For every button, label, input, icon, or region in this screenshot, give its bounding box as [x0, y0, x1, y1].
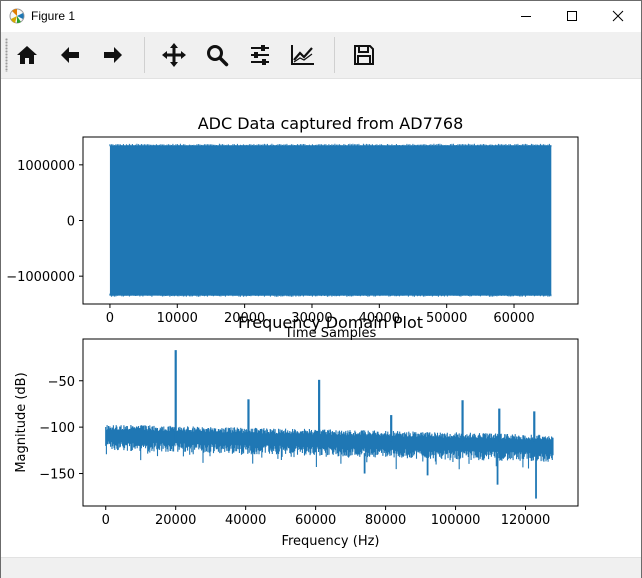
- subplots-icon: [251, 45, 269, 65]
- freq-x-axis-label: Frequency (Hz): [281, 534, 379, 549]
- forward-button[interactable]: [95, 37, 131, 73]
- time-x-tick-label: 50000: [426, 311, 467, 326]
- close-button[interactable]: [595, 1, 641, 31]
- minimize-button[interactable]: [503, 1, 549, 31]
- freq-y-tick-label: −50: [48, 375, 75, 390]
- freq-y-axis-label: Magnitude (dB): [14, 372, 29, 472]
- adc-signal-edge: [109, 143, 552, 297]
- zoom-button[interactable]: [199, 37, 235, 73]
- time-y-tick-label: 0: [67, 215, 75, 230]
- matplotlib-logo-icon: [9, 8, 25, 24]
- zoom-icon: [207, 45, 229, 67]
- home-button[interactable]: [9, 37, 45, 73]
- time-x-tick-label: 20000: [224, 311, 265, 326]
- time-x-tick-label: 10000: [157, 311, 198, 326]
- time-x-tick-label: 40000: [359, 311, 400, 326]
- edit-axis-icon: [291, 45, 314, 65]
- freq-x-tick-label: 0: [102, 513, 110, 528]
- maximize-icon: [567, 11, 577, 21]
- status-bar: [1, 557, 641, 578]
- adc-signal-band: [109, 145, 552, 296]
- freq-plot-frame: [82, 338, 579, 507]
- freq-x-tick-label: 80000: [365, 513, 406, 528]
- save-icon: [354, 45, 374, 65]
- home-icon: [17, 46, 37, 64]
- back-button[interactable]: [52, 37, 88, 73]
- save-button[interactable]: [346, 37, 382, 73]
- toolbar-separator: [334, 37, 335, 73]
- close-icon: [612, 10, 624, 22]
- figure-plots[interactable]: ADC Data captured from AD7768 0 10000 20000…: [1, 79, 641, 556]
- pan-icon: [162, 43, 186, 67]
- freq-x-tick-label: 20000: [155, 513, 196, 528]
- time-x-tick-label: 0: [106, 311, 114, 326]
- toolbar-separator: [144, 37, 145, 73]
- minimize-icon: [521, 16, 531, 17]
- navigation-toolbar: [1, 32, 641, 79]
- time-plot-title: ADC Data captured from AD7768: [198, 114, 464, 133]
- freq-y-tick-label: −150: [39, 468, 75, 483]
- fft-noise-floor: [105, 425, 554, 470]
- time-x-axis-label: Time Samples: [284, 326, 377, 341]
- toolbar-grip[interactable]: [5, 38, 8, 72]
- freq-x-tick-label: 100000: [431, 513, 481, 528]
- time-x-tick-label: 60000: [493, 311, 534, 326]
- maximize-button[interactable]: [549, 1, 595, 31]
- freq-x-tick-label: 120000: [501, 513, 551, 528]
- freq-x-tick-label: 40000: [225, 513, 266, 528]
- time-x-tick-label: 30000: [291, 311, 332, 326]
- forward-arrow-icon: [104, 47, 122, 63]
- back-arrow-icon: [61, 47, 79, 63]
- time-y-tick-label: 1000000: [17, 159, 75, 174]
- subplots-button[interactable]: [242, 37, 278, 73]
- figure-canvas[interactable]: ADC Data captured from AD7768 0 10000 20000…: [1, 79, 641, 556]
- edit-axis-button[interactable]: [285, 37, 321, 73]
- title-bar[interactable]: Figure 1: [1, 1, 641, 31]
- freq-y-tick-label: −100: [39, 421, 75, 436]
- time-y-tick-label: −1000000: [6, 270, 75, 285]
- pan-button[interactable]: [156, 37, 192, 73]
- freq-plot-title: Frequency Domain Plot: [238, 313, 423, 332]
- window-title: Figure 1: [31, 9, 76, 23]
- freq-x-tick-label: 60000: [295, 513, 336, 528]
